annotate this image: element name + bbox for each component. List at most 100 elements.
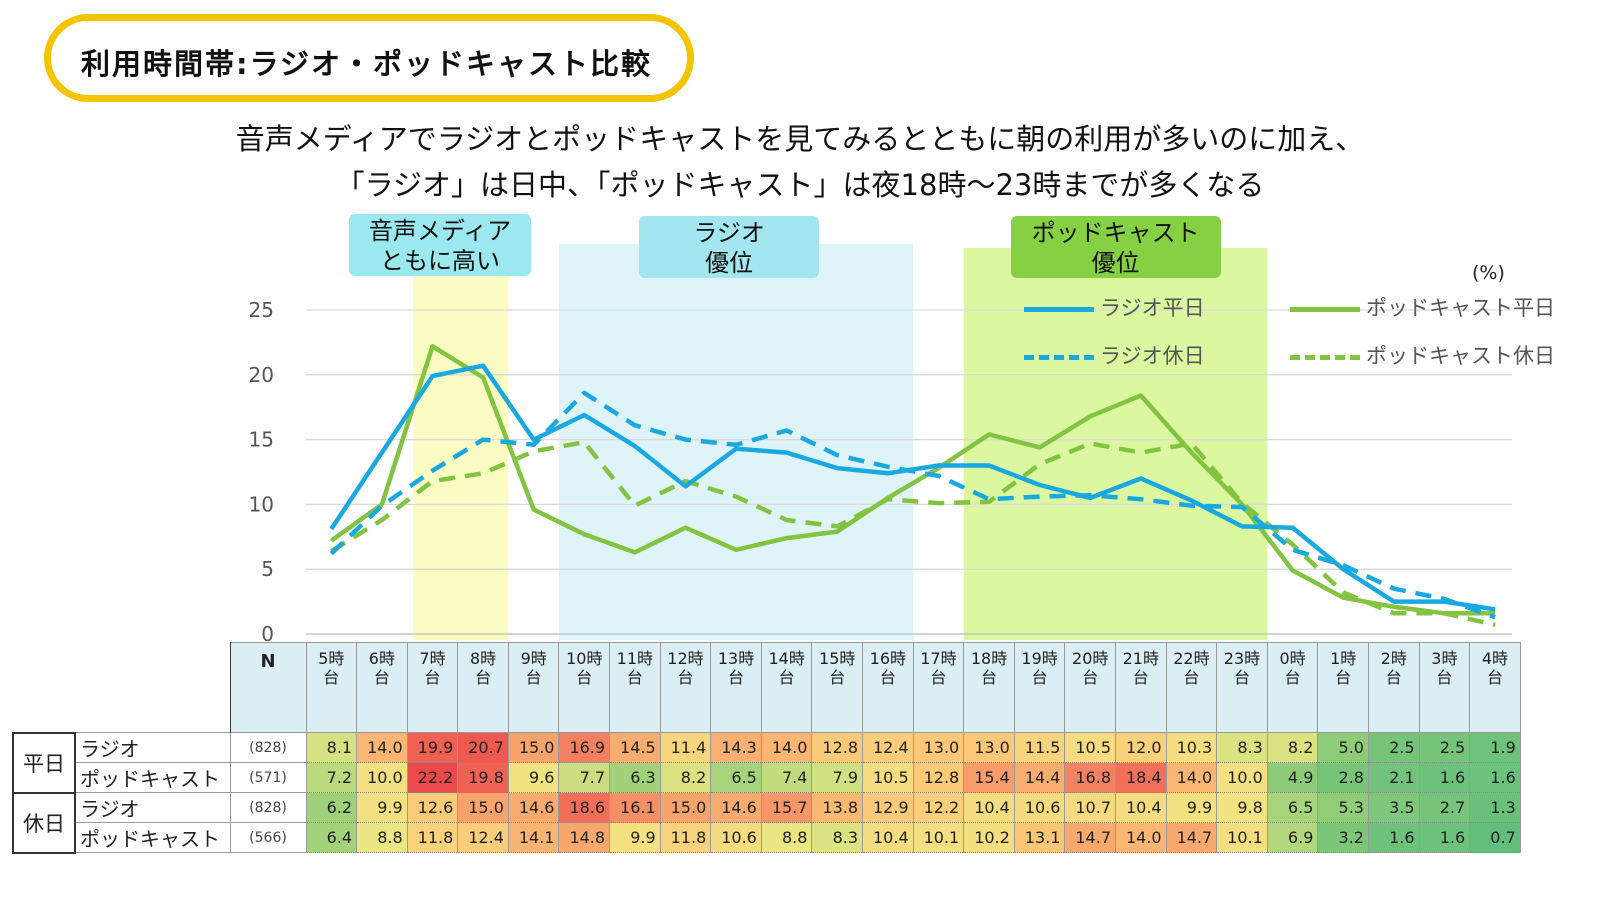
table-cell: 11.8 <box>406 822 459 853</box>
hour-suffix: 台 <box>677 668 694 687</box>
table-cell: 14.5 <box>609 732 661 763</box>
table-cell: 18.6 <box>558 792 611 823</box>
table-cell: 1.6 <box>1367 822 1420 853</box>
table-cell: 16.8 <box>1064 762 1116 793</box>
table-cell: 8.8 <box>356 822 408 853</box>
table-cell: 6.5 <box>710 762 762 793</box>
hour-label: 13時 <box>717 649 755 668</box>
highlight-label-evening-line2: 優位 <box>1091 249 1140 277</box>
hour-suffix: 台 <box>1436 668 1453 687</box>
legend-podcast-weekday: ポッドキャスト平日 <box>1290 292 1555 322</box>
y-tick-label: 10 <box>249 492 274 516</box>
table-cell: 1.3 <box>1469 792 1521 823</box>
table-cell: 12.2 <box>912 792 965 823</box>
table-series-label: ラジオ <box>74 732 231 763</box>
table-series-label: ポッドキャスト <box>74 822 231 853</box>
table-cell: 14.7 <box>1064 822 1116 853</box>
table-cell: 8.3 <box>1216 732 1268 763</box>
hour-suffix: 台 <box>1183 668 1200 687</box>
y-tick-label: 5 <box>261 557 274 581</box>
table-hour-header: 17時台 <box>912 642 965 733</box>
highlight-label-morning-line1: 音声メディア <box>368 217 512 245</box>
legend-swatch-podcast-holiday <box>1290 354 1360 360</box>
table-hour-header: 9時台 <box>507 642 560 733</box>
y-tick-label: 0 <box>261 622 274 646</box>
table-cell: 1.9 <box>1469 732 1521 763</box>
hour-suffix: 台 <box>1385 668 1402 687</box>
hour-label: 22時 <box>1173 649 1210 668</box>
table-cell: 10.3 <box>1165 732 1218 763</box>
hour-label: 14時 <box>768 649 805 668</box>
hour-suffix: 台 <box>930 668 947 687</box>
table-cell: 13.8 <box>811 792 864 823</box>
series-lines <box>329 344 1496 628</box>
table-hour-header: 23時台 <box>1216 642 1268 733</box>
data-table: N 5時台 6時台 7時台 8時台 9時台 10時台 11時台 12時台 13時台 14時台 15時台… <box>12 642 1521 854</box>
table-cell: 10.6 <box>1013 792 1066 823</box>
hour-suffix: 台 <box>1233 668 1250 687</box>
table-cell: 6.5 <box>1266 792 1319 823</box>
table-cell: 9.6 <box>507 762 560 793</box>
hour-label: 18時 <box>970 649 1008 668</box>
table-cell: 14.0 <box>760 732 813 763</box>
table-cell: 2.5 <box>1367 732 1420 763</box>
unit-label: (%) <box>1472 262 1505 284</box>
table-hour-header: 19時台 <box>1013 642 1066 733</box>
table-cell: 14.7 <box>1165 822 1218 853</box>
series-line-0 <box>329 363 1496 612</box>
hour-label: 4時 <box>1481 649 1509 668</box>
table-cell: 12.0 <box>1115 732 1167 763</box>
legend-radio-weekday: ラジオ平日 <box>1024 292 1205 322</box>
subtitle-line-1: 音声メディアでラジオとポッドキャストを見てみるとともに朝の利用が多いのに加え、 <box>235 122 1365 156</box>
table-cell: 4.9 <box>1266 762 1319 793</box>
table-cell: 1.6 <box>1469 762 1521 793</box>
hour-label: 10時 <box>566 649 603 668</box>
hour-label: 2時 <box>1380 649 1407 668</box>
table-cell: 3.2 <box>1317 822 1369 853</box>
table-cell: 7.4 <box>760 762 813 793</box>
table-cell: 8.1 <box>305 732 358 763</box>
table-cell: 10.2 <box>963 822 1015 853</box>
table-cell: 0.7 <box>1469 822 1521 853</box>
table-cell: 12.6 <box>406 792 459 823</box>
y-tick-label: 25 <box>249 298 274 322</box>
table-cell: 10.7 <box>1064 792 1116 823</box>
table-hour-header: 22時台 <box>1165 642 1218 733</box>
hour-suffix: 台 <box>424 668 441 687</box>
table-cell: 6.4 <box>305 822 358 853</box>
table-cell: 10.4 <box>963 792 1015 823</box>
table-cell: 6.3 <box>609 762 661 793</box>
table-cell: 15.4 <box>963 762 1015 793</box>
table-cell: 12.4 <box>457 822 509 853</box>
series-line-1 <box>329 344 1496 616</box>
hour-suffix: 台 <box>1284 668 1301 687</box>
table-cell: 10.0 <box>1216 762 1268 793</box>
table-cell: 14.8 <box>558 822 611 853</box>
y-tick-label: 15 <box>249 428 274 452</box>
table-n-value: (828) <box>229 792 307 823</box>
hour-suffix: 台 <box>981 668 998 687</box>
hour-label: 21時 <box>1122 649 1159 668</box>
hour-suffix: 台 <box>576 668 593 687</box>
table-cell: 12.8 <box>912 762 965 793</box>
hour-suffix: 台 <box>879 668 896 687</box>
table-cell: 13.0 <box>912 732 965 763</box>
hour-label: 16時 <box>869 649 907 668</box>
table-cell: 14.3 <box>710 732 762 763</box>
table-cell: 1.6 <box>1418 822 1471 853</box>
table-group-label: 平日 <box>12 731 76 794</box>
highlight-label-evening-line1: ポッドキャスト <box>1031 219 1200 247</box>
table-cell: 12.4 <box>862 732 914 763</box>
table-hour-header: 0時台 <box>1266 642 1319 733</box>
hour-label: 11時 <box>616 649 654 668</box>
table-cell: 15.0 <box>507 732 560 763</box>
hour-label: 19時 <box>1021 649 1058 668</box>
table-cell: 3.5 <box>1367 792 1420 823</box>
highlight-label-daytime-line2: 優位 <box>705 249 754 277</box>
hour-suffix: 台 <box>1132 668 1149 687</box>
hour-label: 20時 <box>1072 649 1109 668</box>
table-cell: 10.0 <box>356 762 408 793</box>
hour-label: 17時 <box>920 649 957 668</box>
highlight-label-evening: ポッドキャスト 優位 <box>1010 216 1221 278</box>
